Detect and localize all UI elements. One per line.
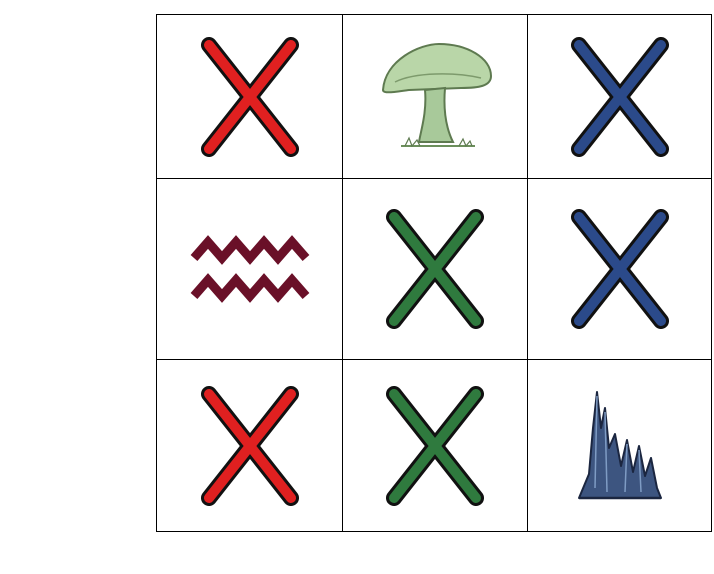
cell-r2-c3[interactable] [528, 179, 711, 359]
grid-line [342, 15, 343, 531]
grid-line [157, 359, 711, 360]
cell-r2-c2[interactable] [343, 179, 527, 359]
cell-r3-c1[interactable] [157, 360, 342, 531]
x-icon [570, 209, 669, 329]
crystal-spires-icon [577, 390, 662, 499]
x-icon [200, 385, 299, 506]
zigzag-waves-icon [190, 235, 309, 303]
cell-r1-c3[interactable] [528, 15, 711, 178]
cell-r1-c2[interactable] [343, 15, 527, 178]
x-icon [386, 209, 484, 329]
x-icon [386, 385, 484, 506]
cell-r3-c2[interactable] [343, 360, 527, 531]
cell-r1-c1[interactable] [157, 15, 342, 178]
cell-r3-c3[interactable] [528, 360, 711, 531]
cell-r2-c1[interactable] [157, 179, 342, 359]
mushroom-icon [381, 42, 493, 147]
x-icon [570, 36, 669, 157]
x-icon [200, 36, 299, 157]
grid-line [527, 15, 528, 531]
game-board [156, 14, 712, 532]
grid-line [157, 178, 711, 179]
